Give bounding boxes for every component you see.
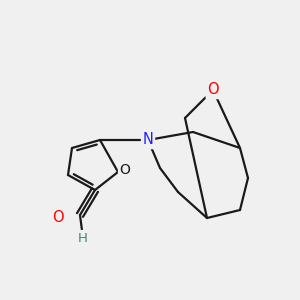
Text: N: N [142, 133, 153, 148]
Text: O: O [207, 82, 219, 98]
Text: O: O [120, 163, 130, 177]
Text: O: O [52, 211, 64, 226]
Text: H: H [78, 232, 88, 244]
